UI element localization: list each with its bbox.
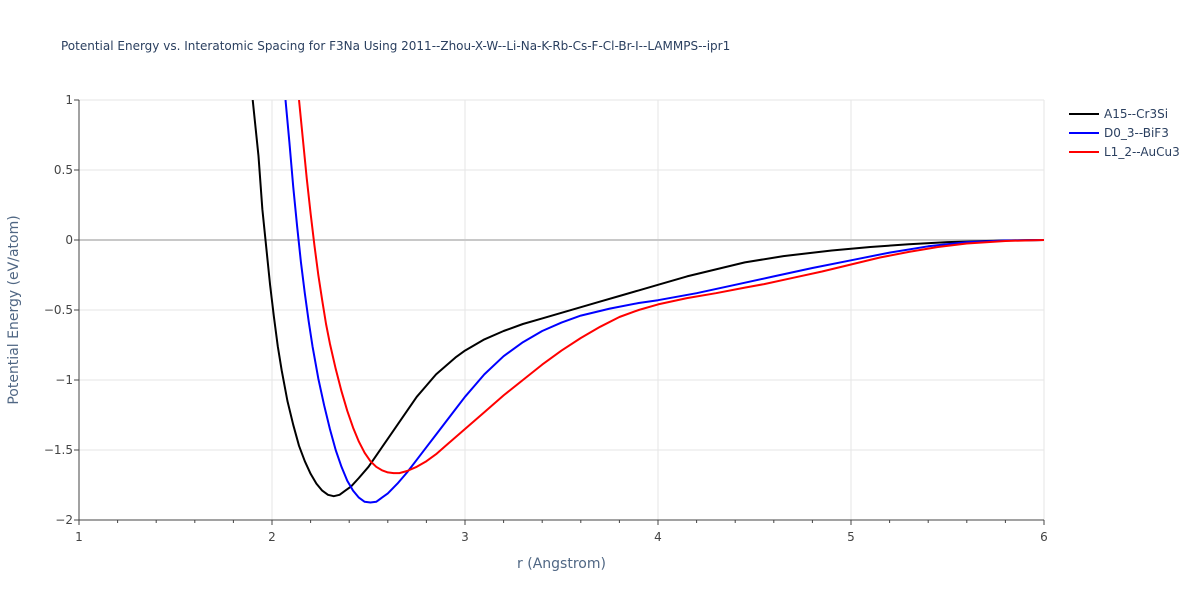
y-tick-label: −1: [55, 373, 73, 387]
legend-item[interactable]: L1_2--AuCu3: [1069, 145, 1180, 159]
axes: [74, 99, 1045, 525]
y-tick-label: 0: [65, 233, 73, 247]
y-tick-label: −2: [55, 513, 73, 527]
y-axis-title: Potential Energy (eV/atom): [6, 215, 22, 404]
y-tick-label: −1.5: [44, 443, 73, 457]
series-line-3[interactable]: [298, 100, 1044, 475]
chart-title: Potential Energy vs. Interatomic Spacing…: [61, 39, 730, 53]
y-tick-label: 0.5: [54, 163, 73, 177]
legend-item[interactable]: D0_3--BiF3: [1069, 126, 1169, 140]
x-tick-label: 6: [1040, 530, 1048, 544]
x-tick-label: 3: [461, 530, 469, 544]
x-axis-title: r (Angstrom): [517, 556, 606, 572]
legend-label: D0_3--BiF3: [1104, 126, 1169, 140]
legend[interactable]: A15--Cr3Si D0_3--BiF3 L1_2--AuCu3: [1069, 107, 1180, 159]
series-line-1[interactable]: [251, 100, 1044, 498]
y-tick-label: 1: [65, 93, 73, 107]
grid-lines: [79, 99, 1045, 520]
x-tick-label: 2: [268, 530, 276, 544]
series-line-2[interactable]: [284, 100, 1044, 504]
x-tick-label: 4: [654, 530, 662, 544]
legend-item[interactable]: A15--Cr3Si: [1069, 107, 1168, 121]
y-tick-label: −0.5: [44, 303, 73, 317]
legend-label: L1_2--AuCu3: [1104, 145, 1180, 159]
x-tick-label: 1: [75, 530, 83, 544]
x-tick-label: 5: [847, 530, 855, 544]
plot-area[interactable]: [251, 100, 1044, 504]
tick-labels: 1 2 3 4 5 6 −2 −1.5 −1 −0.5 0 0.5 1: [44, 93, 1048, 544]
legend-label: A15--Cr3Si: [1104, 107, 1168, 121]
